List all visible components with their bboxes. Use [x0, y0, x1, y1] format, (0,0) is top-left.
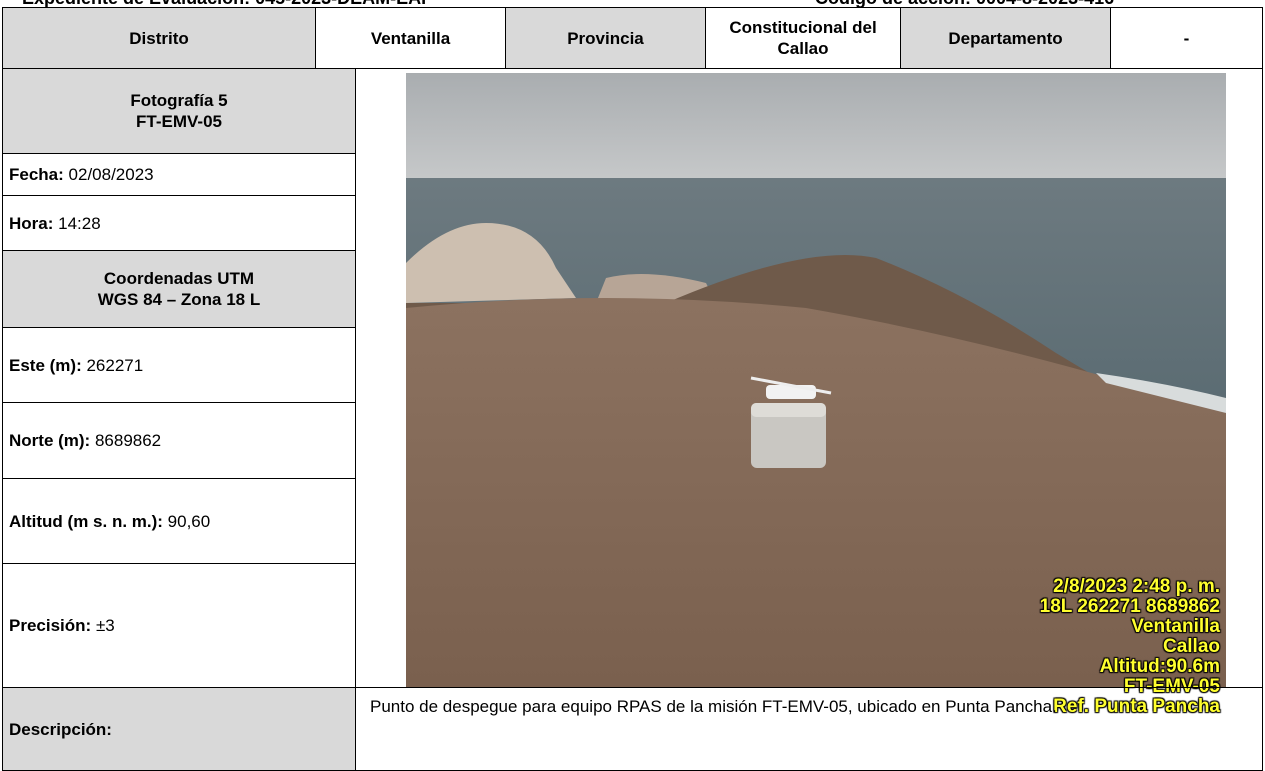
description: Punto de despegue para equipo RPAS de la… [355, 687, 1263, 771]
department-label: Departamento [900, 7, 1111, 69]
east-label: Este (m): [9, 355, 82, 375]
precision-label: Precisión: [9, 616, 92, 635]
altitude-cell: Altitud (m s. n. m.): 90,60 [2, 478, 356, 564]
district-label: Distrito [2, 7, 316, 69]
district: Ventanilla [315, 7, 506, 69]
stamp-line: Ref. Punta Pancha [1053, 696, 1220, 717]
altitude-label: Altitud (m s. n. m.): [9, 511, 163, 531]
stamp-line: Ventanilla [1131, 616, 1220, 637]
photo-stamp: 2/8/2023 2:48 p. m. 18L 262271 8689862 Ven… [1040, 577, 1220, 717]
altitude: 90,60 [167, 511, 211, 531]
stamp-line: FT-EMV-05 [1123, 676, 1220, 697]
coords-title: Coordenadas UTM [103, 269, 255, 288]
east-cell: Este (m): 262271 [2, 327, 356, 403]
photo-code: FT-EMV-05 [136, 112, 222, 131]
photo-title-cell: Fotografía 5 FT-EMV-05 [2, 68, 356, 154]
stamp-line: 2/8/2023 2:48 p. m. [1053, 576, 1220, 597]
time: 14:28 [58, 213, 101, 233]
department: - [1110, 7, 1263, 69]
photo-title: Fotografía 5 [130, 91, 228, 110]
description-label: Descripción: [2, 687, 356, 771]
coords-datum: WGS 84 – Zona 18 L [97, 290, 261, 309]
stamp-line: 18L 262271 8689862 [1039, 596, 1220, 617]
province-label: Provincia [505, 7, 706, 69]
stamp-line: Callao [1162, 636, 1220, 657]
north-cell: Norte (m): 8689862 [2, 402, 356, 479]
coords-cell: Coordenadas UTM WGS 84 – Zona 18 L [2, 250, 356, 328]
photo-cell: 2/8/2023 2:48 p. m. 18L 262271 8689862 Ven… [355, 68, 1263, 717]
north: 8689862 [94, 431, 162, 450]
stamp-line: Altitud:90.6m [1099, 656, 1220, 677]
time-label: Hora: [9, 213, 54, 233]
time-cell: Hora: 14:28 [2, 195, 356, 251]
date: 02/08/2023 [68, 165, 154, 184]
header-left: Expediente de Evaluación: 045-2023-DEAM-… [22, 0, 426, 9]
date-cell: Fecha: 02/08/2023 [2, 153, 356, 196]
east: 262271 [86, 355, 144, 375]
date-label: Fecha: [9, 165, 64, 184]
north-label: Norte (m): [9, 431, 91, 450]
precision-cell: Precisión: ±3 [2, 563, 356, 688]
province: Constitucional del Callao [705, 7, 901, 69]
photo [406, 73, 1226, 687]
header-right: Código de acción: 0004-8-2023-416 [815, 0, 1114, 9]
precision: ±3 [95, 616, 115, 635]
